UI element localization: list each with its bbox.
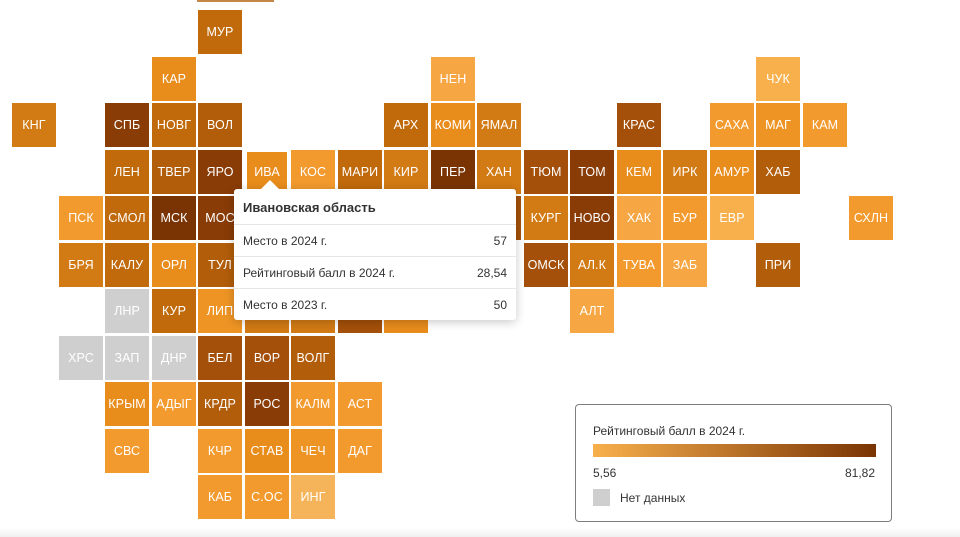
region-tile[interactable]: ЕВР	[710, 196, 754, 240]
legend-min-label: 5,56	[593, 466, 617, 480]
region-tile[interactable]: БУР	[663, 196, 707, 240]
tooltip-row-score-2024: Рейтинговый балл в 2024 г. 28,54	[234, 257, 516, 289]
color-legend: Рейтинговый балл в 2024 г. 5,56 81,82 Не…	[575, 404, 892, 522]
region-tile[interactable]: АМУР	[710, 150, 754, 194]
region-tile[interactable]: ХАН	[477, 150, 521, 194]
region-tile[interactable]: КИР	[384, 150, 428, 194]
region-tile[interactable]: СВС	[105, 429, 149, 473]
tooltip-row-rank-2024: Место в 2024 г. 57	[234, 225, 516, 257]
region-tile[interactable]: ЗАП	[105, 336, 149, 380]
region-tile[interactable]: СПБ	[105, 103, 149, 147]
legend-gradient-bar	[593, 444, 876, 457]
region-tile[interactable]: ТВЕР	[152, 150, 196, 194]
region-tile[interactable]: ВОЛ	[198, 103, 242, 147]
region-tile[interactable]: АСТ	[338, 382, 382, 426]
no-data-swatch	[593, 489, 610, 506]
region-tile[interactable]: ЧУК	[756, 57, 800, 101]
region-tile[interactable]: ПРИ	[756, 243, 800, 287]
region-tile[interactable]: ПСК	[59, 196, 103, 240]
region-tile[interactable]: КУРГ	[524, 196, 568, 240]
region-tile[interactable]: АЛ.К	[570, 243, 614, 287]
region-tile[interactable]: КАЛМ	[291, 382, 335, 426]
region-tile[interactable]: ВОЛГ	[291, 336, 335, 380]
region-tile[interactable]: КАР	[152, 57, 196, 101]
region-tile[interactable]: ТУВА	[617, 243, 661, 287]
region-tile[interactable]: БРЯ	[59, 243, 103, 287]
region-tile[interactable]: ЯРО	[198, 150, 242, 194]
region-tile[interactable]: НОВО	[570, 196, 614, 240]
top-rule	[197, 0, 274, 2]
region-tile[interactable]: ИНГ	[291, 475, 335, 519]
region-tile[interactable]: МУР	[198, 10, 242, 54]
tooltip-row-value: 28,54	[476, 265, 507, 280]
region-tile[interactable]: ЛЕН	[105, 150, 149, 194]
region-tile[interactable]: ИРК	[663, 150, 707, 194]
region-tile[interactable]: ЗАБ	[663, 243, 707, 287]
region-tile[interactable]: СТАВ	[245, 429, 289, 473]
region-tile[interactable]: САХА	[710, 103, 754, 147]
region-tile[interactable]: КАЛУ	[105, 243, 149, 287]
region-tile[interactable]: НЕН	[431, 57, 475, 101]
region-tile[interactable]: ХРС	[59, 336, 103, 380]
region-tile[interactable]: МАРИ	[338, 150, 382, 194]
region-tile[interactable]: ОМСК	[524, 243, 568, 287]
tooltip-row-rank-2023: Место в 2023 г. 50	[234, 289, 516, 320]
tooltip-row-label: Рейтинговый балл в 2024 г.	[243, 265, 396, 280]
region-tile[interactable]: ХАК	[617, 196, 661, 240]
region-tile[interactable]: ДНР	[152, 336, 196, 380]
region-tile[interactable]: КЕМ	[617, 150, 661, 194]
region-tile[interactable]: СМОЛ	[105, 196, 149, 240]
region-tile[interactable]: АДЫГ	[152, 382, 196, 426]
region-tile[interactable]: ЛНР	[105, 289, 149, 333]
legend-title: Рейтинговый балл в 2024 г.	[593, 424, 746, 438]
region-tile[interactable]: СХЛН	[849, 196, 893, 240]
region-tile[interactable]: МСК	[152, 196, 196, 240]
region-tile[interactable]: РОС	[245, 382, 289, 426]
region-tile[interactable]: АРХ	[384, 103, 428, 147]
no-data-label: Нет данных	[620, 491, 686, 505]
tooltip-row-label: Место в 2023 г.	[243, 297, 328, 312]
region-tile[interactable]: ХАБ	[756, 150, 800, 194]
region-tile[interactable]: КУР	[152, 289, 196, 333]
bottom-edge	[0, 528, 960, 537]
region-tile[interactable]: АЛТ	[570, 289, 614, 333]
region-tile[interactable]: ЧЕЧ	[291, 429, 335, 473]
region-tile[interactable]: ПЕР	[431, 150, 475, 194]
region-tile[interactable]: ТОМ	[570, 150, 614, 194]
region-tile[interactable]: КАМ	[803, 103, 847, 147]
tooltip-row-value: 57	[493, 233, 507, 248]
region-tile[interactable]: КОМИ	[431, 103, 475, 147]
region-tile[interactable]: ДАГ	[338, 429, 382, 473]
region-tooltip: Ивановская область Место в 2024 г. 57 Ре…	[234, 180, 516, 320]
tooltip-title: Ивановская область	[234, 189, 516, 225]
tooltip-row-value: 50	[493, 297, 507, 312]
region-tile[interactable]: КОС	[291, 150, 335, 194]
region-tile[interactable]: КРДР	[198, 382, 242, 426]
region-tile[interactable]: МАГ	[756, 103, 800, 147]
legend-max-label: 81,82	[844, 466, 875, 480]
region-tile[interactable]: ОРЛ	[152, 243, 196, 287]
region-tile[interactable]: ВОР	[245, 336, 289, 380]
region-tile[interactable]: КРАС	[617, 103, 661, 147]
region-tile[interactable]: КРЫМ	[105, 382, 149, 426]
region-tile[interactable]: С.ОС	[245, 475, 289, 519]
region-tile[interactable]: КНГ	[12, 103, 56, 147]
region-tile[interactable]: ЯМАЛ	[477, 103, 521, 147]
region-tile[interactable]: КАБ	[198, 475, 242, 519]
tooltip-row-label: Место в 2024 г.	[243, 233, 328, 248]
region-tile[interactable]: НОВГ	[152, 103, 196, 147]
region-tile[interactable]: КЧР	[198, 429, 242, 473]
region-tile[interactable]: ТЮМ	[524, 150, 568, 194]
region-tile[interactable]: БЕЛ	[198, 336, 242, 380]
